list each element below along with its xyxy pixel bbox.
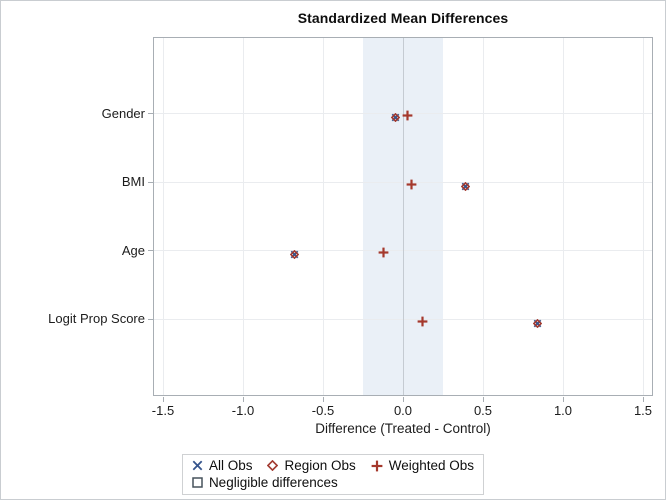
- legend-marker-diamond-icon: [267, 460, 279, 471]
- x-tick-label: -1.0: [231, 403, 255, 418]
- x-gridline: [642, 38, 644, 395]
- y-tick-label: Age: [121, 242, 145, 258]
- marker-weighted-obs: [417, 314, 428, 332]
- y-tick: [148, 113, 153, 115]
- x-tick-label: -1.5: [151, 403, 175, 418]
- legend-marker-square-icon: [192, 477, 203, 488]
- x-tick: [242, 397, 244, 402]
- x-tick: [482, 397, 484, 402]
- x-tick-label: 1.5: [633, 403, 653, 418]
- marker-region-obs: [390, 109, 400, 127]
- marker-region-obs: [532, 315, 543, 333]
- y-tick-label: Gender: [101, 105, 145, 121]
- x-tick-label: 0.5: [473, 403, 493, 418]
- x-tick: [642, 397, 644, 402]
- legend-marker-plus-icon: [371, 460, 383, 472]
- legend-row: All Obs Region Obs Weighted Obs: [192, 457, 474, 474]
- legend-item-label: Negligible differences: [208, 475, 338, 490]
- x-gridline: [562, 38, 564, 395]
- legend-marker-x-icon: [192, 460, 203, 471]
- legend-item-label: All Obs: [208, 458, 253, 473]
- x-tick: [162, 397, 164, 402]
- x-gridline: [242, 38, 244, 395]
- legend-item: All Obs: [192, 458, 253, 473]
- x-gridline: [162, 38, 164, 395]
- x-axis-label: Difference (Treated - Control): [315, 421, 491, 436]
- marker-region-obs: [460, 178, 471, 196]
- y-tick: [148, 318, 153, 320]
- legend-box: All Obs Region Obs Weighted Obs Negligible …: [181, 454, 485, 495]
- marker-weighted-obs: [378, 245, 389, 263]
- x-tick: [562, 397, 564, 402]
- y-tick: [148, 181, 153, 183]
- legend-item: Weighted Obs: [371, 458, 474, 473]
- x-tick: [402, 397, 404, 402]
- legend-item: Negligible differences: [192, 475, 338, 490]
- x-gridline: [322, 38, 324, 395]
- y-tick-label: BMI: [121, 174, 145, 190]
- legend-item-label: Region Obs: [284, 458, 356, 473]
- legend-row: Negligible differences: [192, 474, 474, 491]
- plot-area: [153, 37, 653, 396]
- x-tick-label: -0.5: [311, 403, 335, 418]
- y-tick-label: Logit Prop Score: [48, 311, 145, 327]
- marker-weighted-obs: [402, 108, 413, 126]
- x-tick: [322, 397, 324, 402]
- x-gridline: [482, 38, 484, 395]
- marker-region-obs: [289, 246, 299, 264]
- legend-item: Region Obs: [267, 458, 356, 473]
- legend: All Obs Region Obs Weighted Obs Negligible …: [1, 454, 665, 495]
- legend-item-label: Weighted Obs: [388, 458, 475, 473]
- y-tick: [148, 250, 153, 252]
- marker-weighted-obs: [406, 177, 417, 195]
- x-tick-label: 0.0: [393, 403, 413, 418]
- chart-title: Standardized Mean Differences: [297, 10, 509, 26]
- zero-reference-line: [402, 38, 404, 395]
- x-tick-label: 1.0: [553, 403, 573, 418]
